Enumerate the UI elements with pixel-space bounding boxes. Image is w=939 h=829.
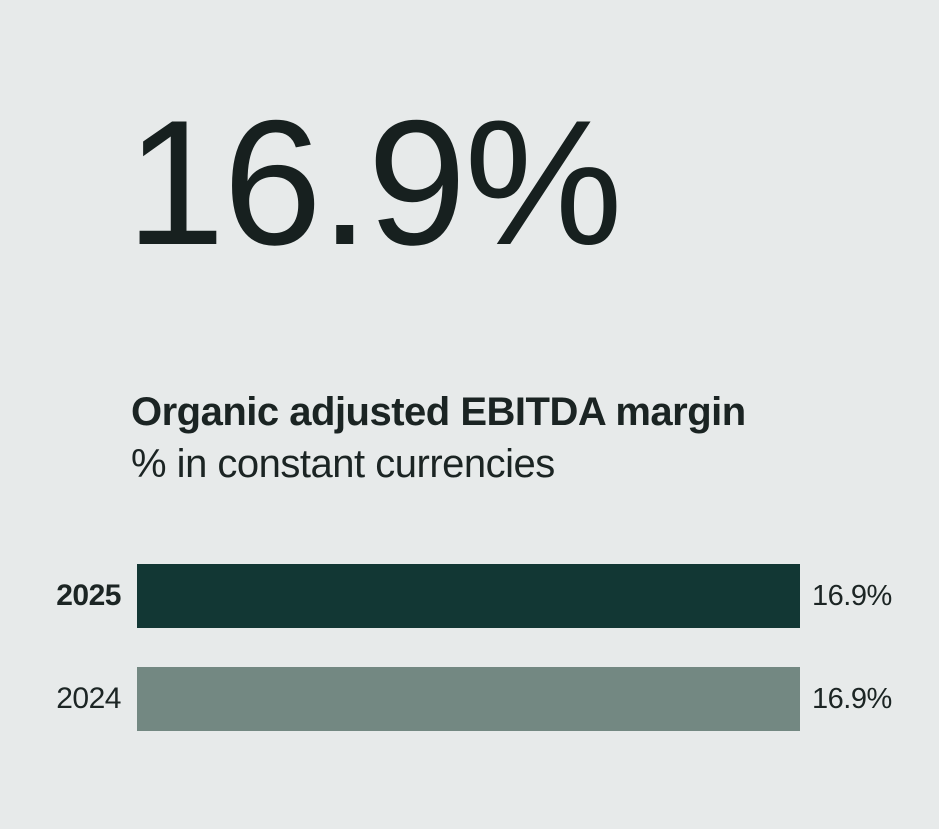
bar-row-2024: 2024 16.9% <box>0 667 939 731</box>
bar-value-label-2024: 16.9% <box>812 683 892 715</box>
bar-row-2025: 2025 16.9% <box>0 564 939 628</box>
chart-title-block: Organic adjusted EBITDA margin % in cons… <box>131 386 746 490</box>
chart-subtitle: % in constant currencies <box>131 442 555 486</box>
headline-value: 16.9% <box>126 83 623 282</box>
chart-title: Organic adjusted EBITDA margin <box>131 390 746 434</box>
bar-year-label-2025: 2025 <box>56 579 121 612</box>
bar-2024 <box>137 667 800 731</box>
bar-year-label-2024: 2024 <box>56 682 121 715</box>
bar-value-label-2025: 16.9% <box>812 580 892 612</box>
bar-2025 <box>137 564 800 628</box>
